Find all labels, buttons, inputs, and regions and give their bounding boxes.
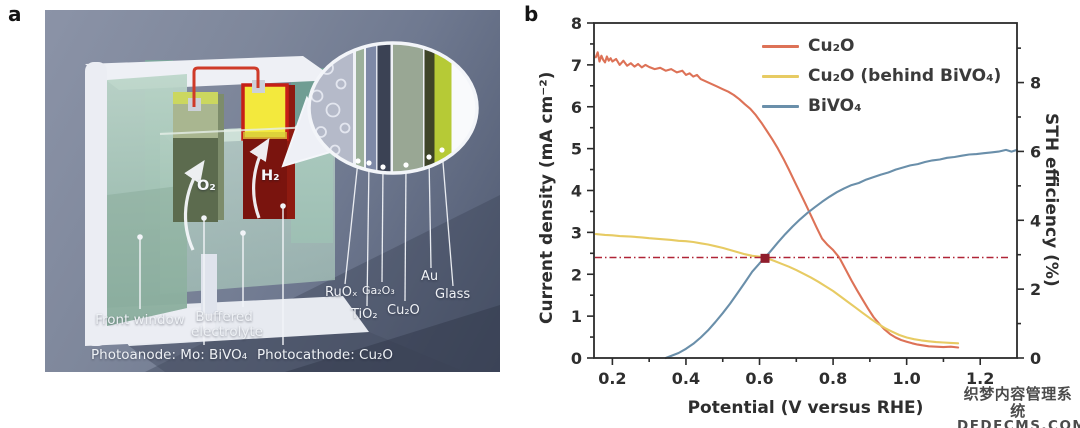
- layer-label-cu2o: Cu₂O: [387, 303, 420, 318]
- gas-arrows: [183, 137, 270, 251]
- plot-frame: [593, 22, 1018, 359]
- layer-label-ruox: RuOₓ: [325, 285, 358, 300]
- front-window-glass: [107, 74, 187, 326]
- svg-text:0.6: 0.6: [745, 369, 773, 388]
- buffered-electrolyte-label: Buffered electrolyte: [191, 309, 263, 339]
- legend-swatch-bivo4: [762, 104, 799, 108]
- panel-b-label: b: [524, 2, 539, 26]
- operating-point-marker: [760, 253, 770, 263]
- svg-text:0.4: 0.4: [672, 369, 700, 388]
- svg-text:3: 3: [571, 223, 582, 242]
- svg-text:8: 8: [1030, 74, 1041, 93]
- layer-label-glass: Glass: [435, 287, 471, 302]
- h2-arrow: [249, 137, 270, 219]
- layer-label-tio2: TiO₂: [351, 307, 378, 322]
- photocathode-label: Photocathode: Cu₂O: [257, 347, 394, 363]
- layer-stack-callout: [281, 41, 479, 175]
- svg-text:6: 6: [1030, 142, 1041, 161]
- svg-text:1.0: 1.0: [892, 369, 920, 388]
- panel-a-label: a: [8, 2, 22, 26]
- x-axis-title: Potential (V versus RHE): [687, 398, 924, 418]
- connecting-wire: [192, 66, 260, 107]
- svg-text:0.8: 0.8: [819, 369, 847, 388]
- sth-chart: 0.2 0.4 0.6 0.8 1.0 1.2 0 1 2 3 4 5 6 7 8 0 2 4 6 8: [571, 14, 1041, 388]
- watermark: 织梦内容管理系统 DEDECMS.COM: [957, 385, 1080, 428]
- tank-frame: [85, 56, 369, 346]
- legend-label-cu2o-behind: Cu₂O (behind BiVO₄): [808, 66, 1002, 86]
- legend-item-cu2o: Cu₂O: [762, 31, 1001, 61]
- svg-text:6: 6: [571, 98, 582, 117]
- legend-item-bivo4: BiVO₄: [762, 91, 1001, 121]
- legend-swatch-cu2o-behind: [762, 74, 799, 78]
- y-axis-title-left: Current density (mA cm⁻²): [537, 71, 557, 324]
- svg-text:4: 4: [571, 182, 582, 201]
- legend-item-cu2o-behind: Cu₂O (behind BiVO₄): [762, 61, 1001, 91]
- svg-text:1: 1: [571, 307, 582, 326]
- layer-label-ga2o3: Ga₂O₃: [362, 284, 395, 297]
- photoanode-plate: [173, 92, 224, 222]
- cell-leader-dots: [137, 203, 286, 240]
- y-axis-title-right: STH efficiency (%): [1041, 113, 1061, 287]
- cell-illustration: [85, 41, 500, 372]
- series-line-1: [594, 233, 960, 345]
- chart-legend: Cu₂O Cu₂O (behind BiVO₄) BiVO₄: [762, 31, 1001, 121]
- series-line-2: [664, 148, 1019, 360]
- buffered-line1: Buffered: [195, 309, 253, 325]
- front-window-label: Front window: [95, 312, 185, 328]
- svg-text:0: 0: [1030, 349, 1041, 368]
- svg-text:5: 5: [571, 140, 582, 159]
- buffered-line2: electrolyte: [191, 323, 263, 340]
- svg-text:7: 7: [571, 56, 582, 75]
- watermark-line2: DEDECMS.COM: [957, 418, 1080, 428]
- layer-leader-dots: [355, 147, 445, 170]
- o2-label: O₂: [197, 178, 216, 194]
- tick-labels: 0.2 0.4 0.6 0.8 1.0 1.2 0 1 2 3 4 5 6 7 8 0 2 4 6 8: [571, 14, 1041, 388]
- svg-text:0.2: 0.2: [598, 369, 626, 388]
- layer-label-au: Au: [421, 269, 439, 284]
- svg-text:1.2: 1.2: [966, 369, 994, 388]
- legend-swatch-cu2o: [762, 44, 799, 48]
- h2-label: H₂: [261, 168, 280, 184]
- panel-a-illustration: O₂ H₂ RuOₓ TiO₂ Ga₂O₃ Cu₂O Au Glass Fron…: [45, 10, 500, 372]
- legend-label-cu2o: Cu₂O: [808, 36, 855, 56]
- o2-arrow: [183, 160, 205, 251]
- watermark-line1: 织梦内容管理系统: [963, 385, 1073, 420]
- photoanode-label: Photoanode: Mo: BiVO₄: [91, 347, 248, 363]
- legend-label-bivo4: BiVO₄: [808, 96, 862, 116]
- svg-text:0: 0: [571, 349, 582, 368]
- svg-text:8: 8: [571, 14, 582, 33]
- svg-text:2: 2: [571, 265, 582, 284]
- svg-text:4: 4: [1030, 211, 1041, 230]
- svg-text:2: 2: [1030, 280, 1041, 299]
- layer-leader-lines: [344, 149, 454, 307]
- cell-leader-lines: [139, 206, 284, 345]
- photocathode-plate: [241, 80, 295, 219]
